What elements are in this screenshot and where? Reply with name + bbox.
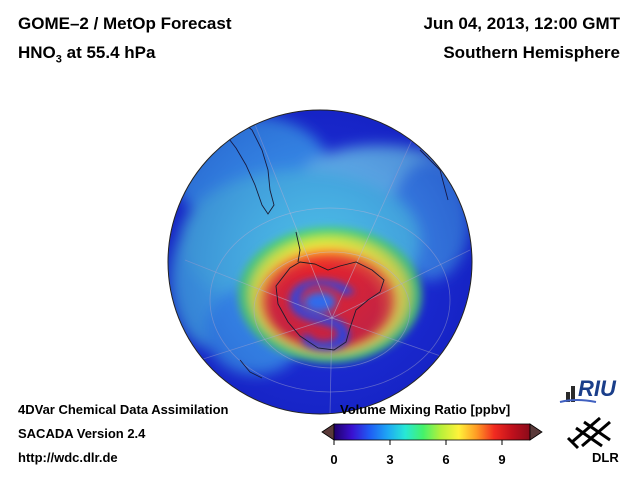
species-name: HNO — [18, 43, 56, 62]
footer-url: http://wdc.dlr.de — [18, 450, 118, 465]
title-line-2: HNO3 at 55.4 hPa — [18, 43, 155, 65]
colorbar-tick-label: 3 — [386, 452, 394, 467]
colorbar-over-arrow — [529, 423, 543, 441]
footer-method: 4DVar Chemical Data Assimilation — [18, 402, 229, 417]
colorbar — [321, 423, 543, 445]
globe-field — [168, 110, 472, 414]
dlr-logo: DLR — [566, 416, 619, 464]
colorbar-tick-label: 6 — [442, 452, 450, 467]
region-label: Southern Hemisphere — [443, 43, 620, 62]
riu-logo-text: RIU — [578, 376, 617, 401]
riu-logo: RIU — [559, 376, 617, 403]
species-subscript: 3 — [55, 53, 62, 66]
footer-version: SACADA Version 2.4 — [18, 426, 146, 441]
colorbar-gradient — [333, 423, 531, 441]
colorbar-under-arrow — [321, 423, 335, 441]
dlr-logo-text: DLR — [592, 450, 619, 464]
globe-outline — [167, 109, 473, 415]
colorbar-title: Volume Mixing Ratio [ppbv] — [340, 402, 511, 417]
title-line-1: GOME–2 / MetOp Forecast — [18, 14, 232, 33]
colorbar-tick-label: 0 — [330, 452, 338, 467]
pressure-level: at 55.4 hPa — [61, 43, 156, 62]
forecast-date: Jun 04, 2013, 12:00 GMT — [423, 14, 620, 33]
colorbar-tick-label: 9 — [498, 452, 506, 467]
